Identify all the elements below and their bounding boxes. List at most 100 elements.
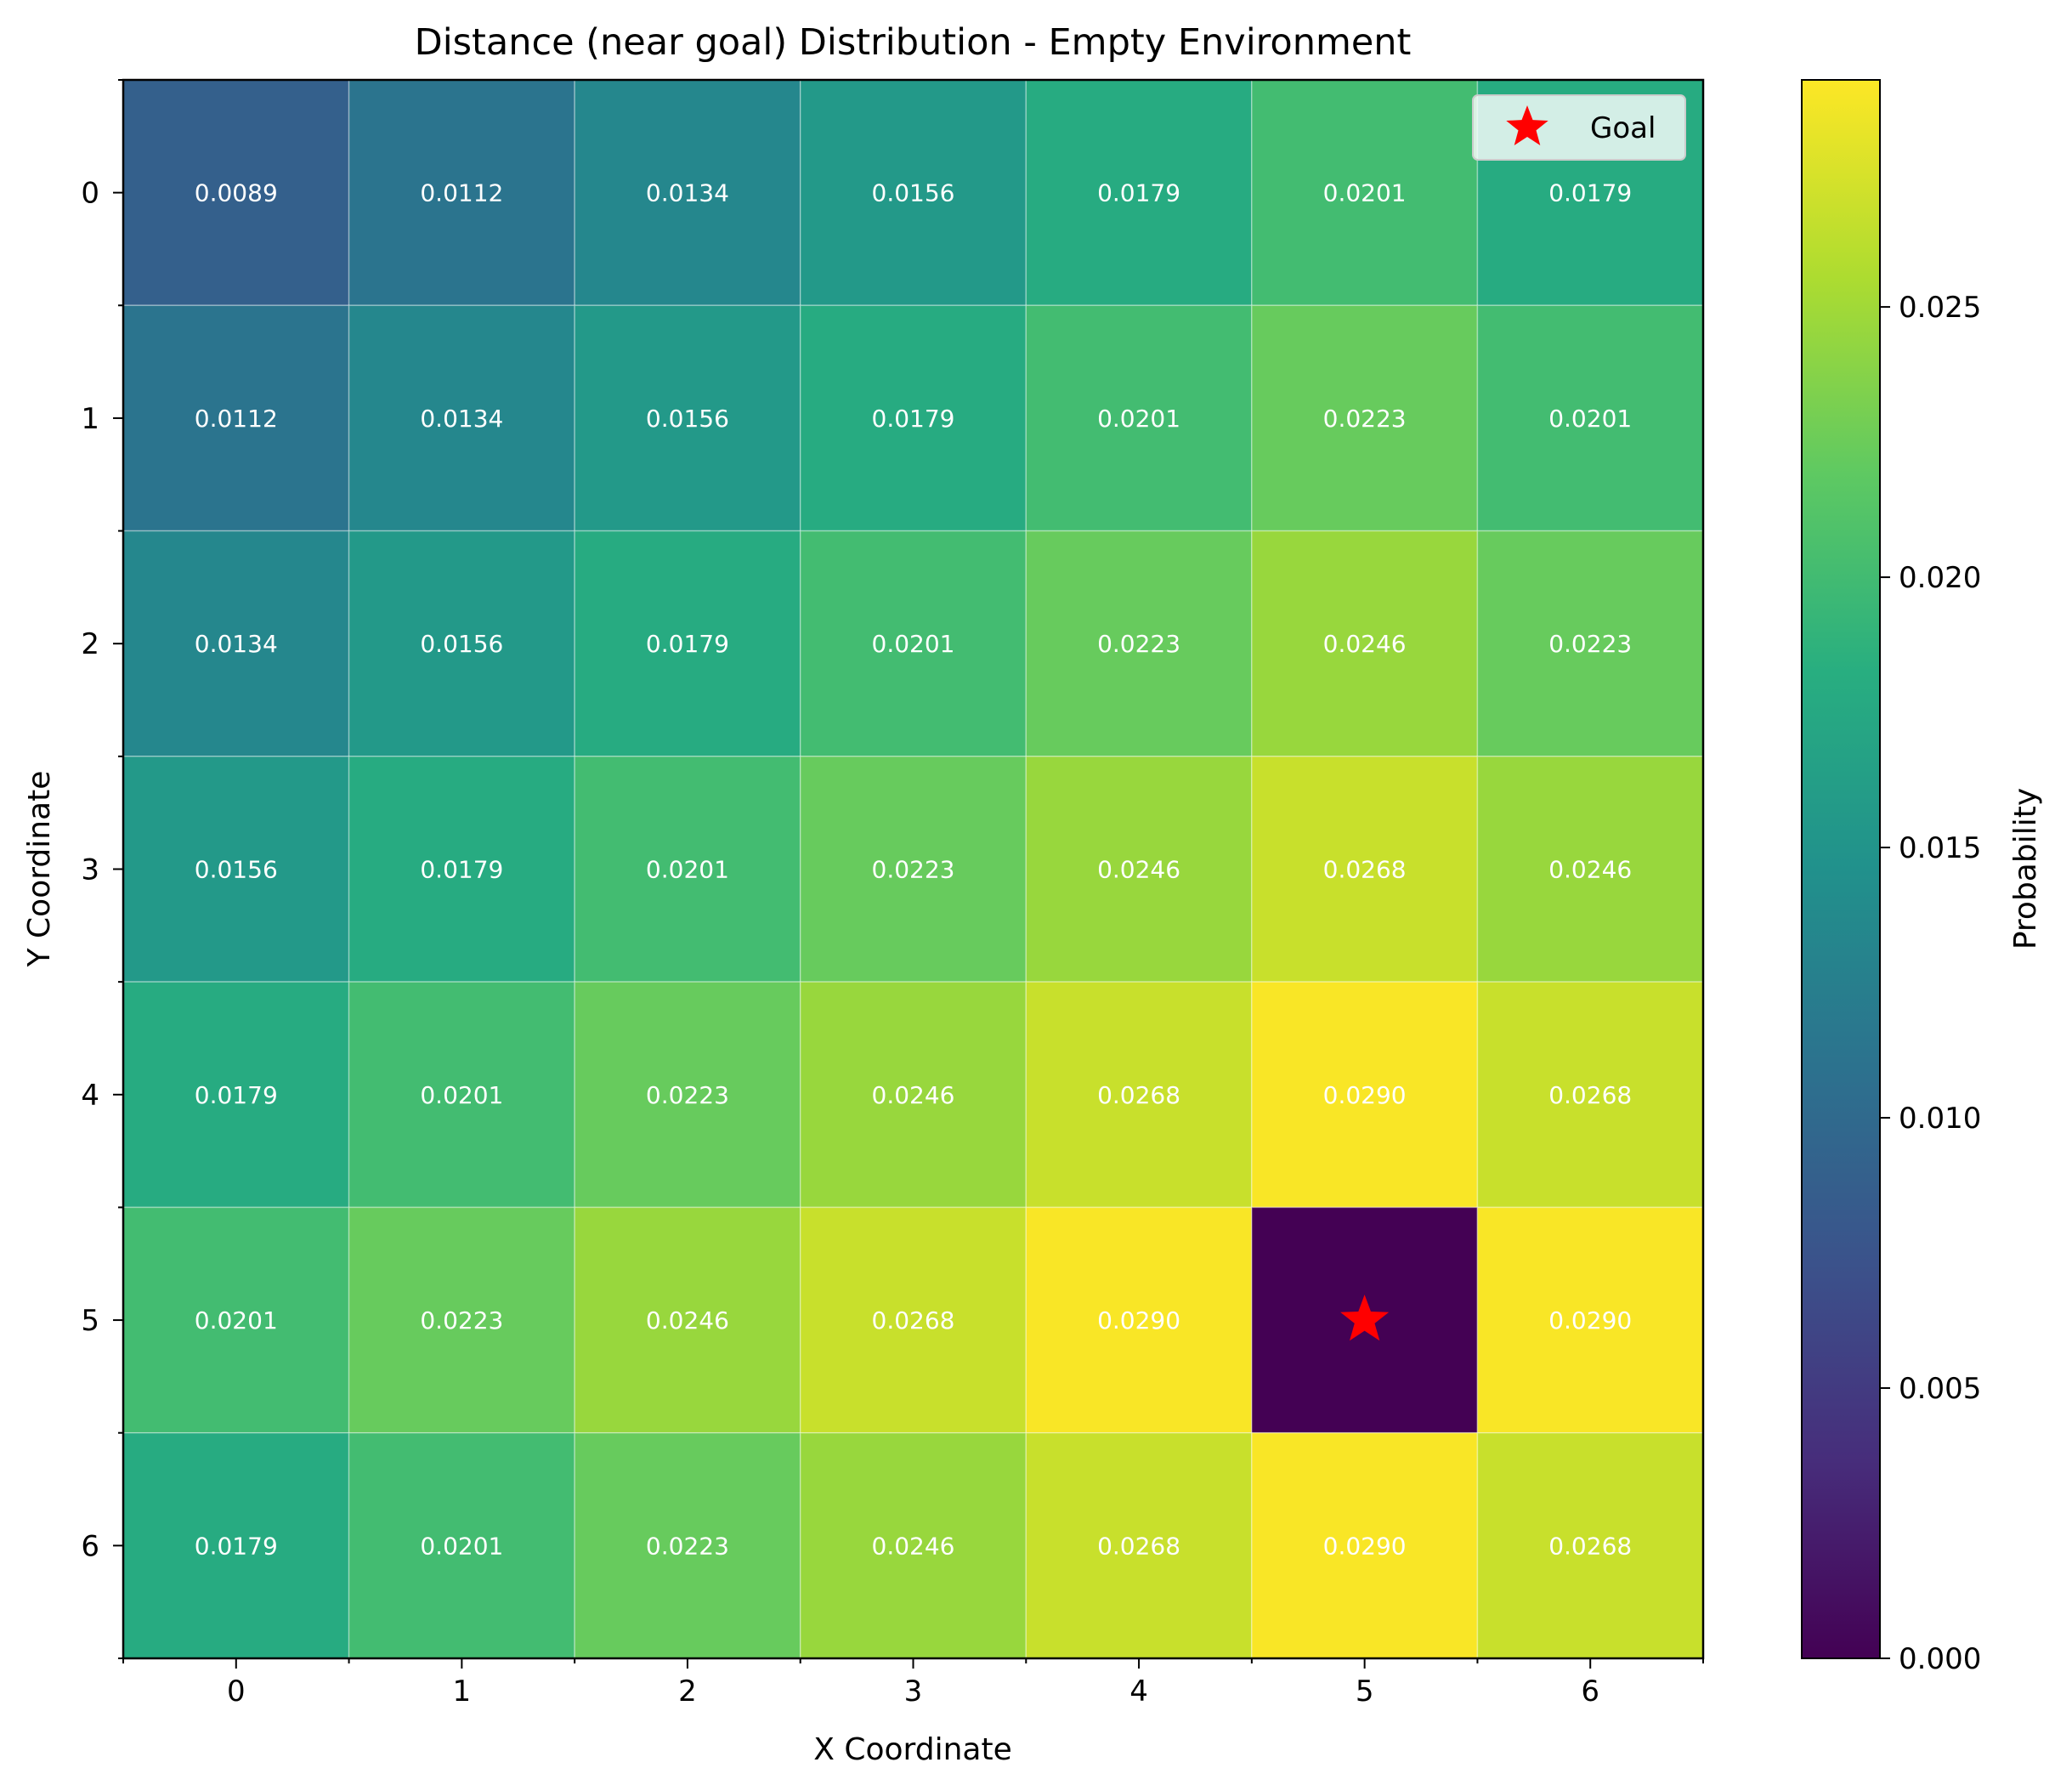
cell-value-label: 0.0201 [195,1306,278,1334]
heatmap-cell [799,1206,1028,1434]
heatmap-cell [348,1431,575,1659]
cell-value-label: 0.0179 [872,405,955,433]
colorbar-tick-label: 0.005 [1899,1372,1981,1406]
heatmap-cell [1025,79,1253,307]
heatmap-cell [122,1206,350,1434]
cell-value-label: 0.0268 [872,1306,955,1334]
cell-value-label: 0.0179 [646,630,729,658]
heatmap-cell [1251,756,1479,983]
legend: Goal [1472,94,1686,161]
heatmap-cell [122,756,350,983]
cell-value-label: 0.0290 [1548,1306,1632,1334]
heatmap-cell [574,304,801,532]
cell-value-label: 0.0223 [872,856,955,884]
legend-star-icon [1506,105,1548,145]
heatmap-cell [1476,530,1704,757]
heatmap-cell [574,1431,801,1659]
heatmap-cell [122,1431,350,1659]
cell-value-label: 0.0246 [646,1306,729,1334]
cell-value-label: 0.0201 [1548,405,1632,433]
cell-value-label: 0.0179 [1548,179,1632,207]
y-tick-label: 6 [81,1529,99,1563]
cell-value-label: 0.0201 [872,630,955,658]
cell-value-label: 0.0246 [1323,630,1407,658]
heatmap-cell [1025,530,1253,757]
y-tick-label: 2 [81,627,99,661]
heatmap-cell [1251,304,1479,532]
x-axis-label: X Coordinate [813,1732,1011,1767]
colorbar-tick-label: 0.020 [1899,561,1981,595]
x-tick-label: 3 [904,1674,923,1708]
colorbar-tick-label: 0.025 [1899,291,1981,325]
cell-value-label: 0.0179 [420,856,503,884]
heatmap-cell-labels: 0.0089 0.0112 0.0134 0.0156 0.0179 0.0201 0.01… [195,179,1632,1561]
cell-value-label: 0.0134 [195,630,278,658]
cell-value-label: 0.0134 [420,405,503,433]
goal-star-icon [1340,1295,1390,1341]
heatmap-cell [122,981,350,1209]
cell-value-label: 0.0290 [1097,1306,1180,1334]
heatmap-cell [1251,530,1479,757]
cell-value-label: 0.0201 [1323,179,1407,207]
heatmap-cell [799,530,1028,757]
y-axis-ticks: 0 1 2 3 4 5 6 [81,79,123,1659]
cell-value-label: 0.0246 [872,1081,955,1109]
x-tick-label: 1 [453,1674,472,1708]
cell-value-label: 0.0201 [1097,405,1180,433]
cell-value-label: 0.0290 [1323,1081,1407,1109]
cell-value-label: 0.0112 [195,405,278,433]
colorbar-ticks: 0.000 0.005 0.010 0.015 0.020 0.025 [1880,291,1981,1676]
y-tick-label: 5 [81,1304,99,1338]
heatmap-cell [122,304,350,532]
x-tick-label: 4 [1129,1674,1148,1708]
x-axis-ticks: 0 1 2 3 4 5 6 [122,1658,1704,1708]
cell-value-label: 0.0112 [420,179,503,207]
cell-value-label: 0.0246 [872,1532,955,1560]
x-tick-label: 0 [227,1674,246,1708]
y-tick-label: 0 [81,177,99,211]
heatmap-cell [1476,756,1704,983]
y-tick-label: 1 [81,402,99,436]
cell-value-label: 0.0223 [646,1081,729,1109]
x-tick-label: 2 [678,1674,697,1708]
cell-value-label: 0.0290 [1323,1532,1407,1560]
heatmap-cell [348,1206,575,1434]
y-tick-label: 3 [81,853,99,887]
cell-value-label: 0.0268 [1097,1532,1180,1560]
heatmap-cell [799,756,1028,983]
cell-value-label: 0.0156 [646,405,729,433]
heatmap-cell [348,756,575,983]
cell-value-label: 0.0223 [646,1532,729,1560]
cell-value-label: 0.0179 [195,1532,278,1560]
heatmap-cell [1251,79,1479,307]
legend-goal-label: Goal [1590,111,1656,145]
colorbar-tick-label: 0.010 [1899,1102,1981,1136]
y-axis-label: Y Coordinate [22,771,57,968]
cell-value-label: 0.0223 [420,1306,503,1334]
cell-value-label: 0.0179 [1097,179,1180,207]
cell-value-label: 0.0201 [420,1532,503,1560]
cell-value-label: 0.0223 [1548,630,1632,658]
heatmap-cell [348,79,575,307]
heatmap-cell [1476,304,1704,532]
colorbar-label: Probability [2008,788,2043,949]
heatmap-cell [1251,1431,1479,1659]
heatmap-cell [1476,1206,1704,1434]
y-tick-label: 4 [81,1079,99,1113]
cell-value-label: 0.0246 [1097,856,1180,884]
heatmap-cell [122,530,350,757]
cell-value-label: 0.0223 [1323,405,1407,433]
colorbar-tick-label: 0.000 [1899,1642,1981,1676]
x-tick-label: 6 [1581,1674,1599,1708]
heatmap-cell [1251,981,1479,1209]
cell-value-label: 0.0268 [1548,1532,1632,1560]
heatmap-cell [1476,1431,1704,1659]
heatmap-cell [1025,756,1253,983]
heatmap-cell [799,1431,1028,1659]
cell-value-label: 0.0223 [1097,630,1180,658]
heatmap-cell [1025,1431,1253,1659]
cell-value-label: 0.0201 [646,856,729,884]
cell-value-label: 0.0134 [646,179,729,207]
cell-value-label: 0.0268 [1323,856,1407,884]
